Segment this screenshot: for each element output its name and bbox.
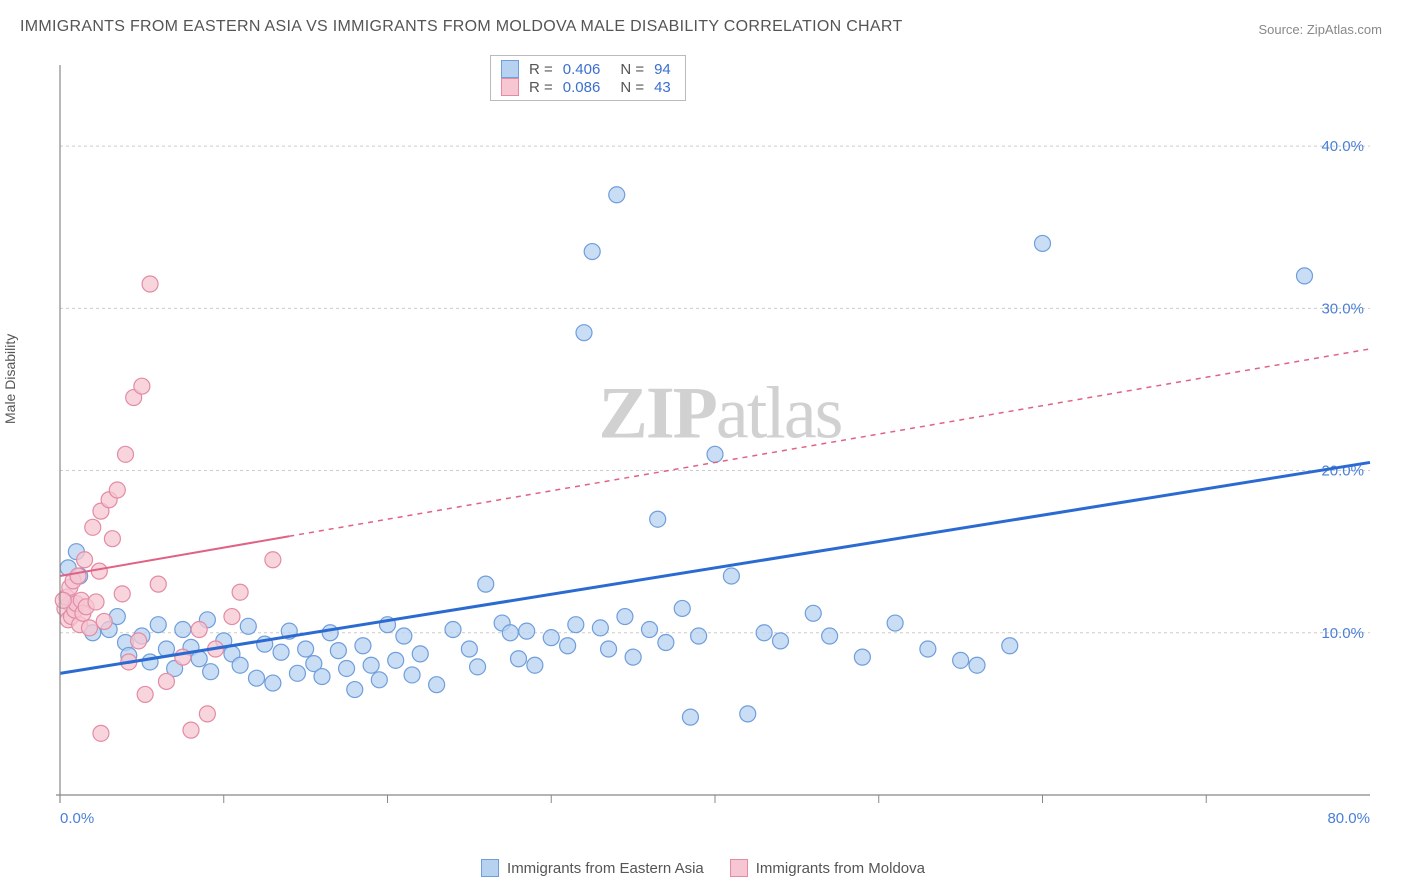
svg-text:10.0%: 10.0% (1321, 625, 1364, 642)
scatter-chart: 10.0%20.0%30.0%40.0%0.0%80.0% (50, 55, 1390, 835)
legend-r-value: 0.086 (563, 79, 601, 96)
svg-text:40.0%: 40.0% (1321, 138, 1364, 155)
svg-text:0.0%: 0.0% (60, 810, 94, 827)
legend-r-label: R = (529, 61, 553, 78)
chart-area: 10.0%20.0%30.0%40.0%0.0%80.0% ZIPatlas (50, 55, 1390, 835)
source-link[interactable]: ZipAtlas.com (1307, 22, 1382, 37)
legend-r-label: R = (529, 79, 553, 96)
legend-series-item: Immigrants from Moldova (730, 859, 925, 877)
legend-series: Immigrants from Eastern Asia Immigrants f… (481, 859, 925, 877)
legend-series-label: Immigrants from Moldova (756, 860, 925, 877)
svg-text:30.0%: 30.0% (1321, 300, 1364, 317)
legend-swatch (501, 78, 519, 96)
legend-stats-row: R = 0.406 N = 94 (501, 60, 671, 78)
source-label: Source: (1258, 22, 1306, 37)
chart-title: IMMIGRANTS FROM EASTERN ASIA VS IMMIGRAN… (20, 18, 903, 36)
legend-n-label: N = (620, 79, 644, 96)
legend-r-value: 0.406 (563, 61, 601, 78)
legend-swatch (501, 60, 519, 78)
legend-n-value: 43 (654, 79, 671, 96)
y-axis-label: Male Disability (2, 334, 18, 424)
legend-series-item: Immigrants from Eastern Asia (481, 859, 704, 877)
legend-stats-row: R = 0.086 N = 43 (501, 78, 671, 96)
legend-series-label: Immigrants from Eastern Asia (507, 860, 704, 877)
legend-stats: R = 0.406 N = 94 R = 0.086 N = 43 (490, 55, 686, 101)
svg-text:80.0%: 80.0% (1327, 810, 1370, 827)
legend-n-value: 94 (654, 61, 671, 78)
legend-swatch (481, 859, 499, 877)
legend-n-label: N = (620, 61, 644, 78)
legend-swatch (730, 859, 748, 877)
source-credit: Source: ZipAtlas.com (1258, 22, 1382, 37)
